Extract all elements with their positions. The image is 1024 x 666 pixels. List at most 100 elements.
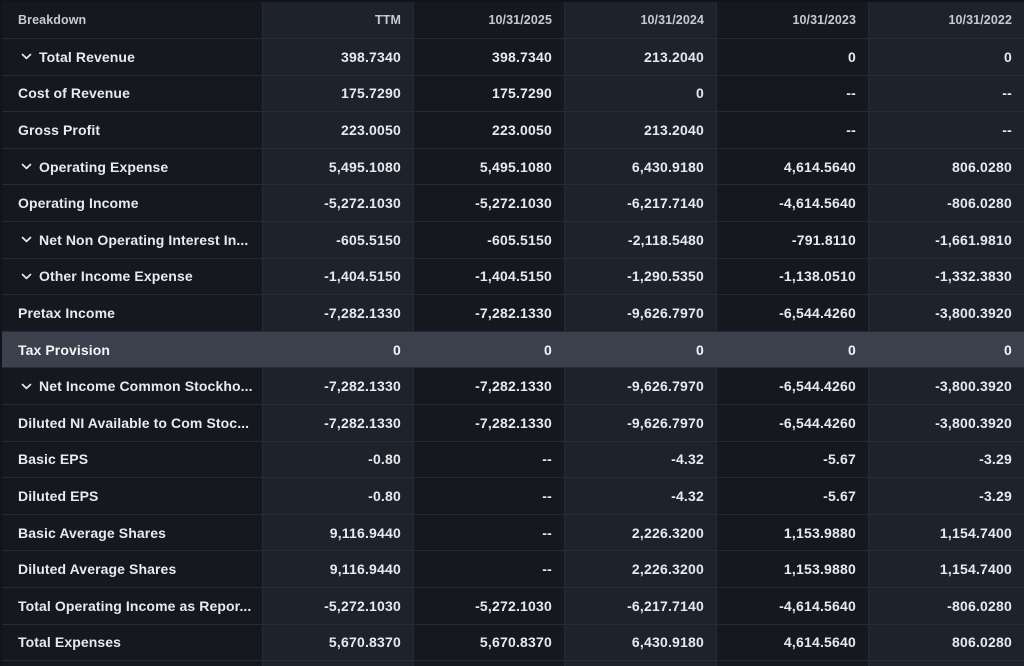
row-label: Total Expenses	[18, 634, 122, 651]
row-label-cell[interactable]: Total Expenses	[2, 624, 263, 662]
value-cell: -9,626.7970	[565, 368, 717, 405]
table-row-partial	[2, 661, 1024, 666]
value-cell: -1,404.5150	[263, 258, 414, 296]
chevron-down-icon[interactable]	[21, 53, 32, 60]
value-cell: 2,226.3200	[565, 514, 717, 552]
value-cell: -3.29	[869, 478, 1024, 515]
value-cell: 4,614.5640	[717, 148, 869, 186]
value-cell: --	[869, 75, 1024, 113]
value-cell: 0	[414, 331, 565, 369]
value-cell: -6,217.7140	[565, 185, 717, 222]
table-row[interactable]: Total Expenses 5,670.8370 5,670.8370 6,430…	[2, 624, 1024, 662]
row-label-cell[interactable]: Other Income Expense	[2, 258, 263, 296]
row-label-cell[interactable]: Net Income Common Stockho...	[2, 368, 263, 405]
table-row[interactable]: Gross Profit 223.0050 223.0050 213.2040 -- -…	[2, 112, 1024, 149]
row-label-cell[interactable]: Diluted EPS	[2, 478, 263, 515]
row-label: Net Non Operating Interest In...	[39, 231, 249, 248]
row-label: Operating Income	[18, 195, 139, 212]
table-row[interactable]: Total Operating Income as Repor... -5,27…	[2, 587, 1024, 625]
chevron-down-icon[interactable]	[21, 273, 32, 280]
value-cell: -2,118.5480	[565, 221, 717, 259]
row-label-cell[interactable]: Total Revenue	[2, 39, 263, 76]
table-row[interactable]: Pretax Income -7,282.1330 -7,282.1330 -9,6…	[2, 295, 1024, 332]
value-cell: 9,116.9440	[263, 551, 414, 588]
table-row[interactable]: Other Income Expense -1,404.5150 -1,404.5…	[2, 258, 1024, 296]
row-label: Basic EPS	[18, 451, 89, 468]
table-header-row: Breakdown TTM 10/31/2025 10/31/2024 10/31/20…	[2, 2, 1024, 39]
value-cell: -7,282.1330	[263, 295, 414, 332]
table-row[interactable]: Diluted Average Shares 9,116.9440 -- 2,226…	[2, 551, 1024, 588]
row-label: Net Income Common Stockho...	[39, 378, 253, 395]
column-header-ttm: TTM	[263, 2, 414, 39]
row-label: Total Revenue	[39, 48, 135, 65]
row-label-cell[interactable]: Cost of Revenue	[2, 75, 263, 113]
row-label: Diluted Average Shares	[18, 561, 177, 578]
value-cell: -7,282.1330	[263, 368, 414, 405]
table-row[interactable]: Diluted EPS -0.80 -- -4.32 -5.67 -3.29	[2, 478, 1024, 515]
value-cell: -605.5150	[414, 221, 565, 259]
row-label-cell[interactable]: Operating Income	[2, 185, 263, 222]
table-row[interactable]: Operating Income -5,272.1030 -5,272.1030-…	[2, 185, 1024, 222]
empty-cell	[263, 661, 414, 666]
value-cell: 213.2040	[565, 39, 717, 76]
chevron-down-icon[interactable]	[21, 383, 32, 390]
value-cell: -9,626.7970	[565, 295, 717, 332]
value-cell: --	[414, 478, 565, 515]
empty-cell	[565, 661, 717, 666]
row-label-cell[interactable]: Basic Average Shares	[2, 514, 263, 552]
value-cell: 223.0050	[414, 112, 565, 149]
row-label-cell[interactable]: Diluted Average Shares	[2, 551, 263, 588]
row-label-cell[interactable]: Total Operating Income as Repor...	[2, 587, 263, 625]
table-row[interactable]: Operating Expense 5,495.1080 5,495.1080 6,…	[2, 148, 1024, 186]
chevron-down-icon[interactable]	[21, 236, 32, 243]
value-cell: -5,272.1030	[414, 587, 565, 625]
row-label: Diluted NI Available to Com Stoc...	[18, 414, 250, 431]
table-row[interactable]: Basic Average Shares 9,116.9440 -- 2,226.3…	[2, 514, 1024, 552]
row-label-cell[interactable]: Gross Profit	[2, 112, 263, 149]
value-cell: -1,290.5350	[565, 258, 717, 296]
column-header-10-31-2025: 10/31/2025	[414, 2, 565, 39]
value-cell: 1,153.9880	[717, 551, 869, 588]
value-cell: -5,272.1030	[414, 185, 565, 222]
value-cell: 5,495.1080	[263, 148, 414, 186]
row-label-cell[interactable]: Tax Provision	[2, 331, 263, 369]
row-label: Basic Average Shares	[18, 524, 167, 541]
value-cell: -791.8110	[717, 221, 869, 259]
row-label-cell[interactable]: Net Non Operating Interest In...	[2, 221, 263, 259]
value-cell: -5.67	[717, 441, 869, 479]
value-cell: 0	[869, 331, 1024, 369]
table-row[interactable]: Net Non Operating Interest In... -605.51…	[2, 221, 1024, 259]
empty-cell	[2, 661, 263, 666]
value-cell: 0	[565, 331, 717, 369]
column-header-10-31-2023: 10/31/2023	[717, 2, 869, 39]
value-cell: -7,282.1330	[263, 404, 414, 442]
table-body: Total Revenue 398.7340 398.7340 213.2040 0 0…	[2, 39, 1024, 666]
value-cell: -7,282.1330	[414, 404, 565, 442]
value-cell: 223.0050	[263, 112, 414, 149]
table-row[interactable]: Basic EPS -0.80 -- -4.32 -5.67 -3.29	[2, 441, 1024, 479]
row-label-cell[interactable]: Diluted NI Available to Com Stoc...	[2, 404, 263, 442]
value-cell: -0.80	[263, 441, 414, 479]
value-cell: 398.7340	[414, 39, 565, 76]
value-cell: -4.32	[565, 441, 717, 479]
table-row[interactable]: Net Income Common Stockho... -7,282.1330…	[2, 368, 1024, 405]
value-cell: --	[414, 514, 565, 552]
row-label: Tax Provision	[18, 341, 111, 358]
row-label-cell[interactable]: Pretax Income	[2, 295, 263, 332]
empty-cell	[414, 661, 565, 666]
value-cell: 398.7340	[263, 39, 414, 76]
value-cell: 0	[869, 39, 1024, 76]
value-cell: 175.7290	[263, 75, 414, 113]
value-cell: --	[717, 75, 869, 113]
table-row[interactable]: Diluted NI Available to Com Stoc... -7,2…	[2, 404, 1024, 442]
table-row[interactable]: Cost of Revenue 175.7290 175.7290 0 -- --	[2, 75, 1024, 113]
chevron-down-icon[interactable]	[21, 163, 32, 170]
row-label-cell[interactable]: Operating Expense	[2, 148, 263, 186]
row-label-cell[interactable]: Basic EPS	[2, 441, 263, 479]
table-row[interactable]: Total Revenue 398.7340 398.7340 213.2040 0 0	[2, 39, 1024, 76]
value-cell: -6,544.4260	[717, 368, 869, 405]
value-cell: 0	[717, 331, 869, 369]
value-cell: 9,116.9440	[263, 514, 414, 552]
row-label: Gross Profit	[18, 121, 101, 138]
